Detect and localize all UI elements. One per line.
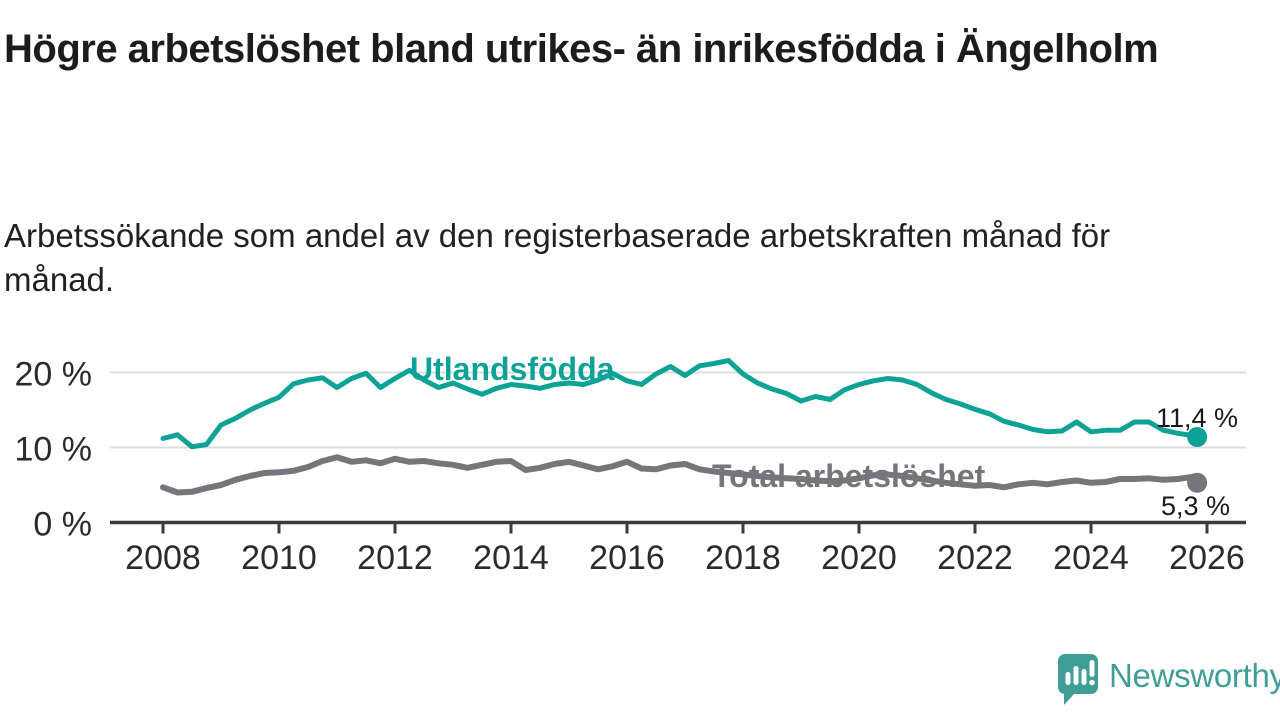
series-line-total (160, 454, 1201, 496)
newsworthy-bubble-chart-icon (1058, 654, 1098, 705)
x-axis-label-2008: 2008 (125, 539, 201, 577)
series-end-dot-total (1187, 472, 1208, 493)
series-label-utlandsfodda: Utlandsfödda (410, 351, 615, 387)
y-axis-label-20: 20 % (15, 356, 93, 394)
series-line-utlandsfodda (160, 358, 1200, 450)
series-label-total: Total arbetslöshet (712, 458, 986, 494)
x-axis-label-2014: 2014 (473, 539, 549, 577)
x-axis-label-2010: 2010 (241, 539, 317, 577)
chart-subtitle: Arbetssökande som andel av den registerb… (4, 217, 1111, 298)
newsworthy-logo: Newsworthy (1056, 652, 1280, 708)
x-axis-label-2020: 2020 (821, 539, 897, 577)
y-axis-label-0: 0 % (33, 506, 92, 544)
series-end-dot-utlandsfodda (1187, 427, 1208, 447)
end-value-label-utlandsfodda: 11,4 % (1156, 403, 1238, 433)
page-title: Högre arbetslöshet bland utrikes- än inr… (4, 27, 1159, 71)
x-axis-label-2022: 2022 (937, 539, 1013, 577)
x-axis-label-2016: 2016 (589, 539, 665, 577)
end-value-label-total: 5,3 % (1161, 491, 1230, 521)
x-axis-label-2012: 2012 (357, 539, 433, 577)
newsworthy-logo-text: Newsworthy (1109, 657, 1280, 694)
x-axis-label-2026: 2026 (1169, 539, 1245, 577)
x-axis-label-2018: 2018 (705, 539, 781, 577)
y-axis-label-10: 10 % (15, 431, 93, 469)
x-axis-label-2024: 2024 (1053, 539, 1129, 577)
